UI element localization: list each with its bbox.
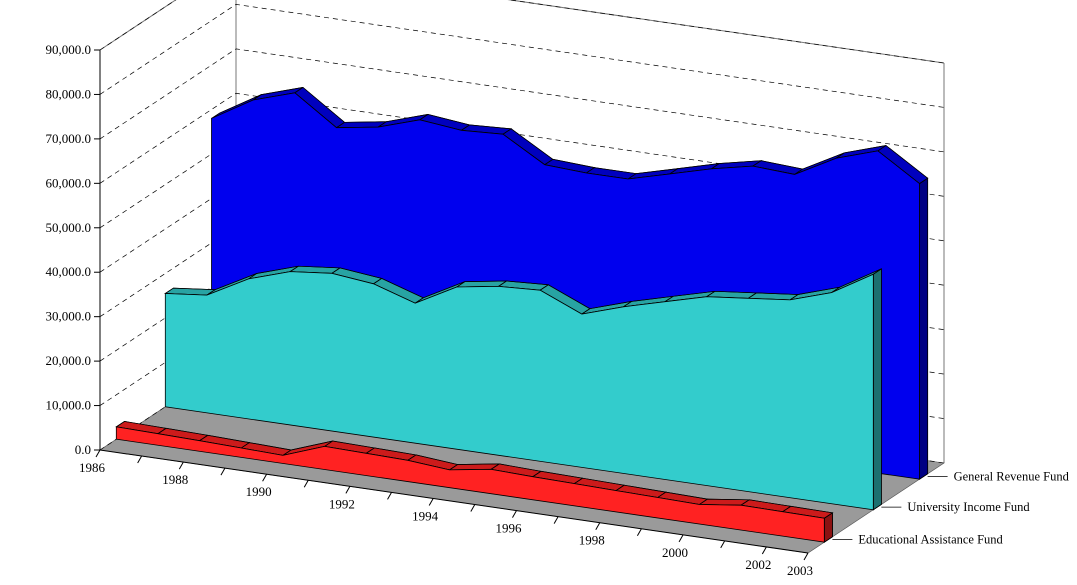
x-tick-mark xyxy=(220,467,226,476)
x-tick-label: 2003 xyxy=(787,563,813,578)
x-tick-mark xyxy=(345,486,351,494)
x-tick-mark xyxy=(720,540,726,549)
category-axis-line xyxy=(99,449,809,554)
x-tick-mark xyxy=(470,504,476,512)
axes: 0.0 10,000.0 20,000.0 30,000.0 40,000.0 50,00… xyxy=(46,42,814,578)
x-tick-label: 1990 xyxy=(246,484,272,499)
x-tick-mark xyxy=(512,510,517,518)
legend-label: General Revenue Fund xyxy=(954,470,1070,484)
x-tick-label: 1994 xyxy=(412,508,439,523)
x-tick-mark xyxy=(761,546,767,555)
y-tick-label: 30,000.0 xyxy=(46,309,92,324)
gridline xyxy=(99,48,945,153)
y-tick-label: 60,000.0 xyxy=(46,175,92,190)
series-university-income-fund xyxy=(164,265,882,511)
y-tick-label: 50,000.0 xyxy=(46,220,92,235)
x-tick-label: 1986 xyxy=(79,460,106,475)
x-tick-label: 2002 xyxy=(745,557,771,572)
area-end-shade xyxy=(872,268,882,511)
y-tick-label: 40,000.0 xyxy=(46,264,92,279)
gridline xyxy=(99,0,945,64)
x-tick-label: 1998 xyxy=(579,533,605,548)
x-tick-label: 1992 xyxy=(329,496,355,511)
legend: General Revenue Fund University Income Fu… xyxy=(832,470,1070,547)
x-tick-mark xyxy=(803,552,809,561)
y-tick-label: 70,000.0 xyxy=(46,131,92,146)
y-tick-label: 80,000.0 xyxy=(46,86,92,101)
x-tick-mark xyxy=(137,455,143,464)
legend-label: University Income Fund xyxy=(907,500,1030,514)
gridline xyxy=(99,92,945,197)
y-tick-label: 20,000.0 xyxy=(46,353,92,368)
series-layer xyxy=(115,86,929,543)
x-tick-mark xyxy=(387,492,392,500)
y-tick-label: 10,000.0 xyxy=(46,398,92,413)
x-tick-mark xyxy=(262,473,268,482)
x-tick-label: 1996 xyxy=(495,521,522,536)
legend-label: Educational Assistance Fund xyxy=(858,533,1003,547)
gridline xyxy=(99,4,945,108)
x-tick-mark xyxy=(178,461,184,470)
x-tick-mark xyxy=(553,516,559,524)
x-tick-mark xyxy=(678,534,684,543)
x-tick-mark xyxy=(636,528,642,537)
area-end-shade xyxy=(919,177,929,480)
wall-top-edge xyxy=(99,0,945,64)
x-tick-mark xyxy=(595,522,601,530)
series-educational-assistance-fund xyxy=(115,421,834,543)
x-tick-label: 2000 xyxy=(662,545,688,560)
x-tick-mark xyxy=(428,498,434,506)
y-tick-label: 90,000.0 xyxy=(46,42,92,57)
x-tick-label: 1988 xyxy=(162,472,188,487)
x-tick-mark xyxy=(95,449,101,458)
x-tick-mark xyxy=(303,480,309,488)
y-tick-label: 0.0 xyxy=(75,442,91,457)
area-front-face xyxy=(164,271,874,511)
area-front-face xyxy=(115,426,825,543)
